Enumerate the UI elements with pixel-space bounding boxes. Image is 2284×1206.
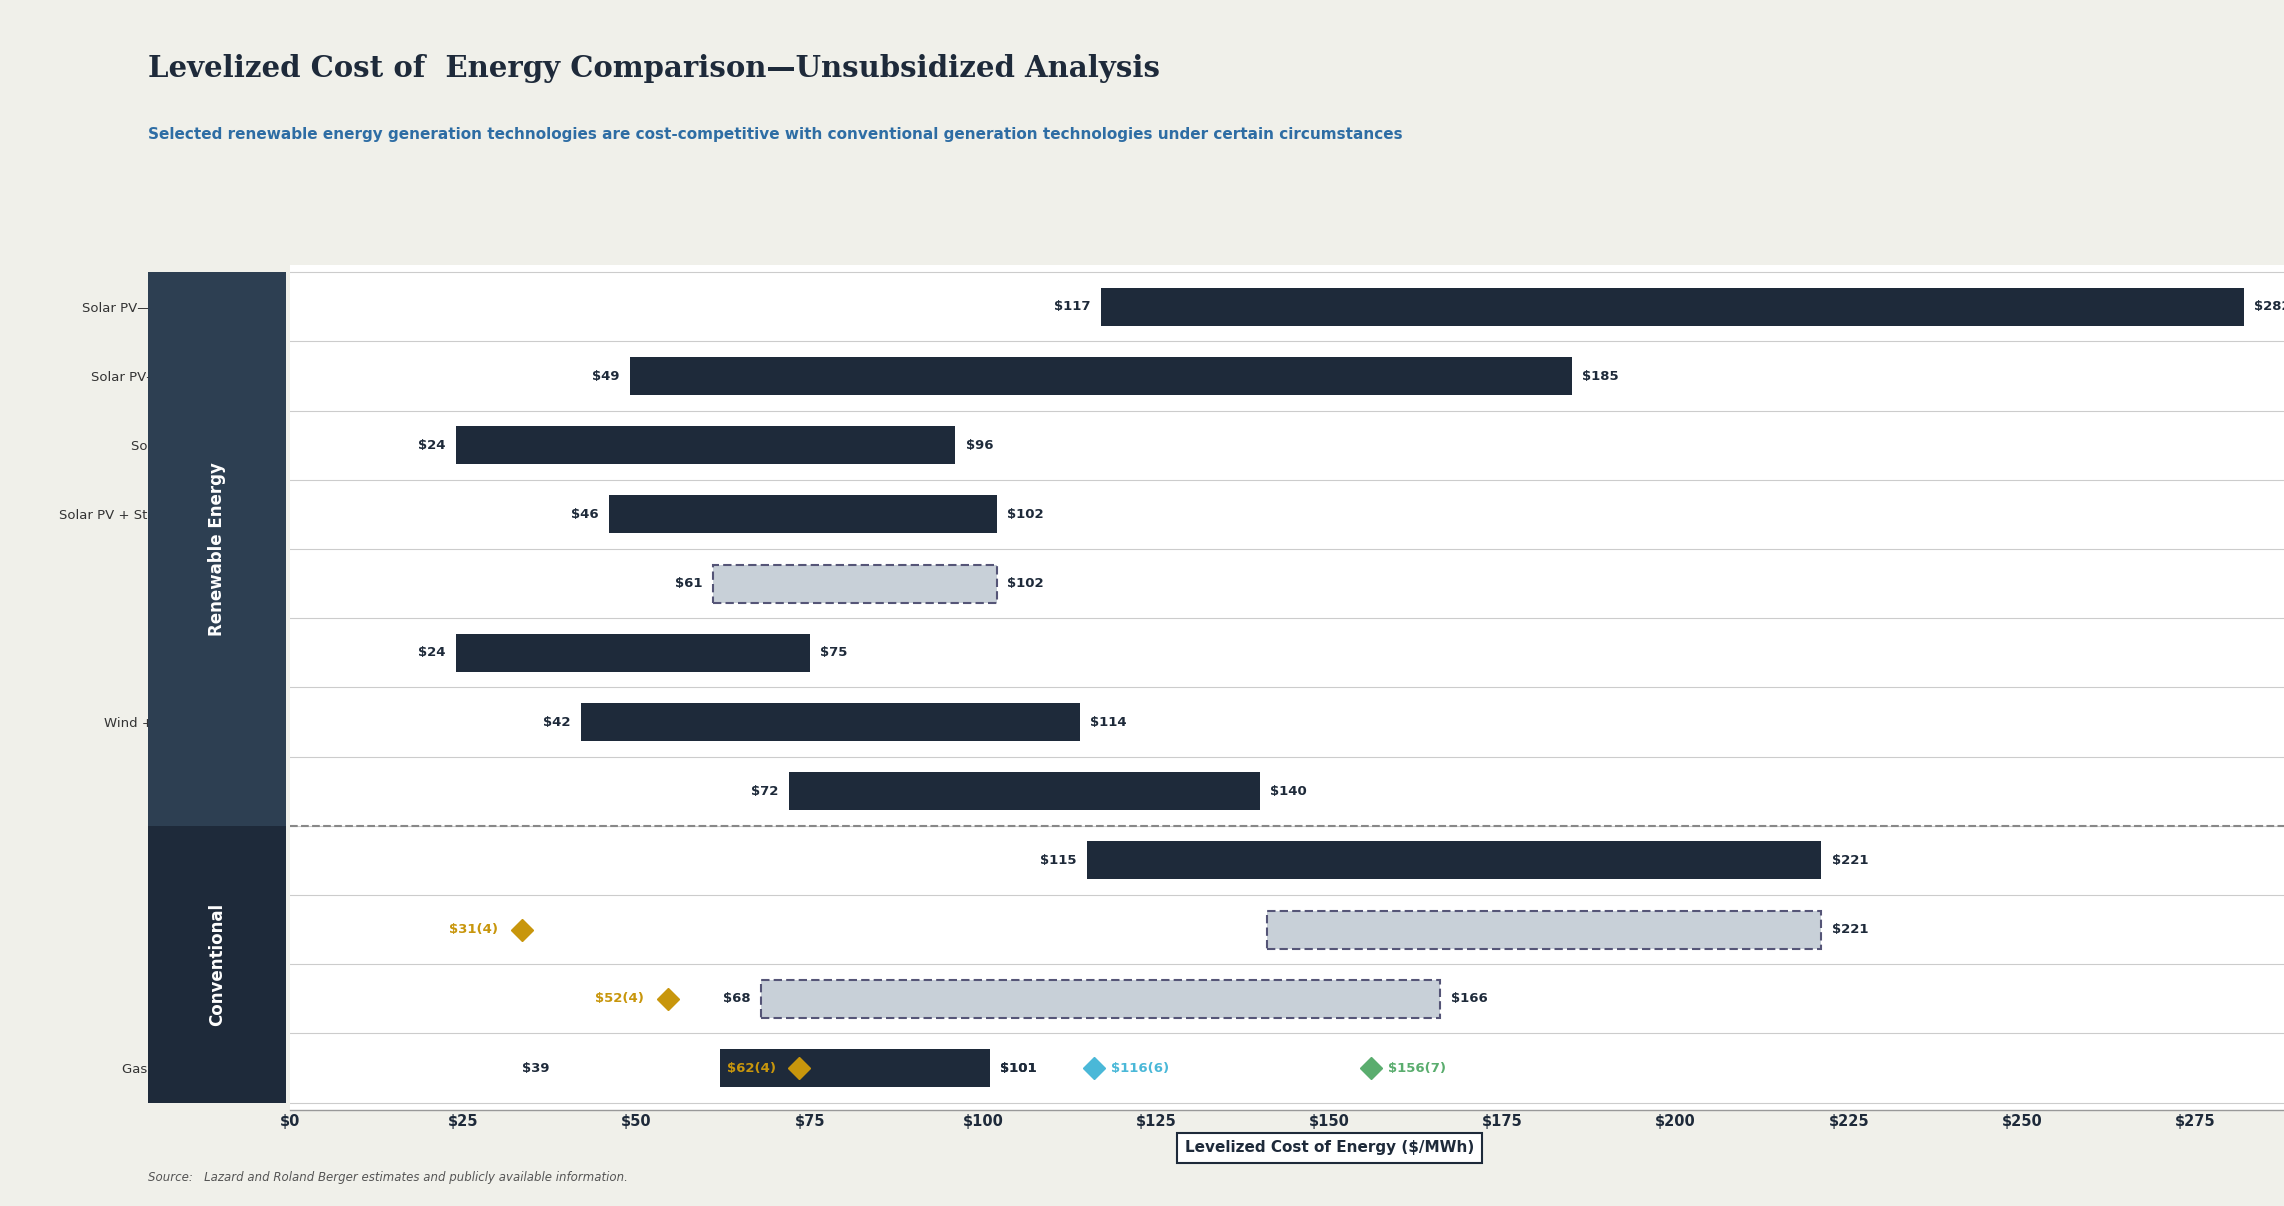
Text: $114: $114 — [1089, 715, 1126, 728]
FancyBboxPatch shape — [630, 357, 1571, 396]
Text: $140: $140 — [1270, 785, 1306, 797]
Text: $68: $68 — [724, 993, 751, 1006]
Text: Selected renewable energy generation technologies are cost-competitive with conv: Selected renewable energy generation tec… — [148, 127, 1402, 141]
FancyBboxPatch shape — [1101, 288, 2243, 326]
Text: $102: $102 — [1007, 508, 1044, 521]
Text: $101: $101 — [1000, 1061, 1037, 1075]
FancyBboxPatch shape — [719, 1049, 989, 1087]
Text: $96: $96 — [966, 439, 994, 452]
Text: $31(4): $31(4) — [450, 923, 498, 936]
Text: Renewable Energy: Renewable Energy — [208, 462, 226, 636]
Text: $101: $101 — [1000, 1061, 1037, 1075]
Text: Source:   Lazard and Roland Berger estimates and publicly available information.: Source: Lazard and Roland Berger estimat… — [148, 1171, 628, 1184]
FancyBboxPatch shape — [788, 772, 1261, 810]
Text: $282: $282 — [2254, 300, 2284, 314]
FancyBboxPatch shape — [457, 634, 809, 672]
Text: $166: $166 — [1450, 993, 1487, 1006]
Text: $49: $49 — [592, 369, 619, 382]
Text: $46: $46 — [571, 508, 598, 521]
Text: $42: $42 — [544, 715, 571, 728]
FancyBboxPatch shape — [457, 426, 955, 464]
Text: $52(4): $52(4) — [594, 993, 644, 1006]
Text: $24: $24 — [418, 439, 445, 452]
Text: $62(4): $62(4) — [726, 1061, 777, 1075]
Text: $221: $221 — [1832, 854, 1868, 867]
Text: $116(6): $116(6) — [1110, 1061, 1169, 1075]
Text: $185: $185 — [1583, 369, 1619, 382]
FancyBboxPatch shape — [761, 979, 1441, 1018]
Text: $61: $61 — [674, 578, 701, 590]
Text: $102: $102 — [1007, 578, 1044, 590]
FancyBboxPatch shape — [580, 703, 1080, 740]
Text: $117: $117 — [1053, 300, 1089, 314]
Text: $156(7): $156(7) — [1389, 1061, 1446, 1075]
FancyBboxPatch shape — [1268, 911, 1820, 949]
Text: $24: $24 — [418, 646, 445, 660]
Text: $115: $115 — [1039, 854, 1076, 867]
Text: $39: $39 — [523, 1061, 550, 1075]
FancyBboxPatch shape — [713, 564, 996, 603]
FancyBboxPatch shape — [610, 496, 996, 533]
Text: Conventional: Conventional — [208, 902, 226, 1026]
X-axis label: Levelized Cost of Energy ($/MWh): Levelized Cost of Energy ($/MWh) — [1185, 1141, 1473, 1155]
Text: $221: $221 — [1832, 923, 1868, 936]
FancyBboxPatch shape — [1087, 842, 1820, 879]
Text: $75: $75 — [820, 646, 847, 660]
Text: Levelized Cost of  Energy Comparison—Unsubsidized Analysis: Levelized Cost of Energy Comparison—Unsu… — [148, 54, 1160, 83]
Text: $72: $72 — [751, 785, 779, 797]
